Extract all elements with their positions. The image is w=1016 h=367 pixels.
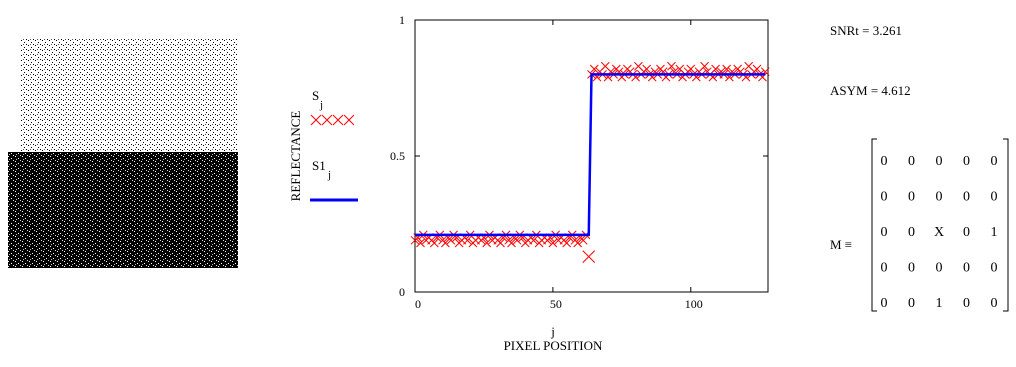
matrix-cell: 0	[963, 261, 970, 276]
matrix-cell: X	[934, 225, 944, 240]
matrix-cell: 1	[936, 296, 943, 311]
matrix-cell: 0	[963, 225, 970, 240]
matrix-cell: 1	[991, 225, 998, 240]
matrix-cell: 0	[936, 261, 943, 276]
matrix-cell: 0	[991, 261, 998, 276]
matrix-bracket-right	[1003, 139, 1008, 311]
legend-marker	[344, 115, 354, 125]
matrix-cell: 0	[881, 154, 888, 169]
matrix-cell: 0	[881, 190, 888, 205]
matrix-cell: 0	[936, 190, 943, 205]
data-line	[415, 74, 765, 234]
y-axis-label: REFLECTANCE	[288, 111, 303, 202]
plot-frame	[415, 20, 768, 292]
matrix-bracket-left	[872, 139, 877, 311]
image-dark-half	[8, 152, 238, 268]
x-axis-label: PIXEL POSITION	[504, 338, 603, 353]
worksheet: REFLECTANCE j PIXEL POSITION SNRt = 3.26…	[0, 0, 1016, 367]
legend-subscript: j	[327, 169, 331, 181]
matrix-cell: 0	[991, 296, 998, 311]
matrix-cell: 0	[963, 190, 970, 205]
matrix-cell: 0	[881, 261, 888, 276]
matrix-cell: 0	[908, 296, 915, 311]
matrix-cell: 0	[991, 190, 998, 205]
image-light-half	[20, 38, 238, 152]
matrix-cell: 0	[881, 225, 888, 240]
y-tick-label: 0	[399, 285, 405, 299]
legend-subscript: j	[319, 99, 323, 111]
data-point	[583, 251, 595, 263]
matrix-cell: 0	[908, 154, 915, 169]
legend-marker	[311, 115, 321, 125]
matrix-cell: 0	[881, 296, 888, 311]
x-tick-label: 0	[415, 297, 421, 311]
matrix-cell: 0	[908, 261, 915, 276]
snr-result: SNRt = 3.261	[830, 23, 902, 38]
x-tick-label: 50	[550, 297, 562, 311]
asym-result: ASYM = 4.612	[830, 83, 911, 98]
x-axis-index: j	[550, 324, 555, 339]
y-tick-label: 1	[399, 13, 405, 27]
matrix-cell: 0	[908, 225, 915, 240]
legend-name: S1	[312, 158, 326, 173]
matrix-cell: 0	[936, 154, 943, 169]
legend-marker	[322, 115, 332, 125]
matrix-label: M ≡	[830, 237, 852, 252]
chart: REFLECTANCE j PIXEL POSITION SNRt = 3.26…	[0, 0, 1016, 367]
matrix-cell: 0	[963, 296, 970, 311]
x-tick-label: 100	[685, 297, 703, 311]
matrix-cell: 0	[963, 154, 970, 169]
matrix-cell: 0	[908, 190, 915, 205]
legend-name: S	[312, 88, 319, 103]
matrix-cell: 0	[991, 154, 998, 169]
legend-marker	[333, 115, 343, 125]
y-tick-label: 0.5	[390, 149, 405, 163]
